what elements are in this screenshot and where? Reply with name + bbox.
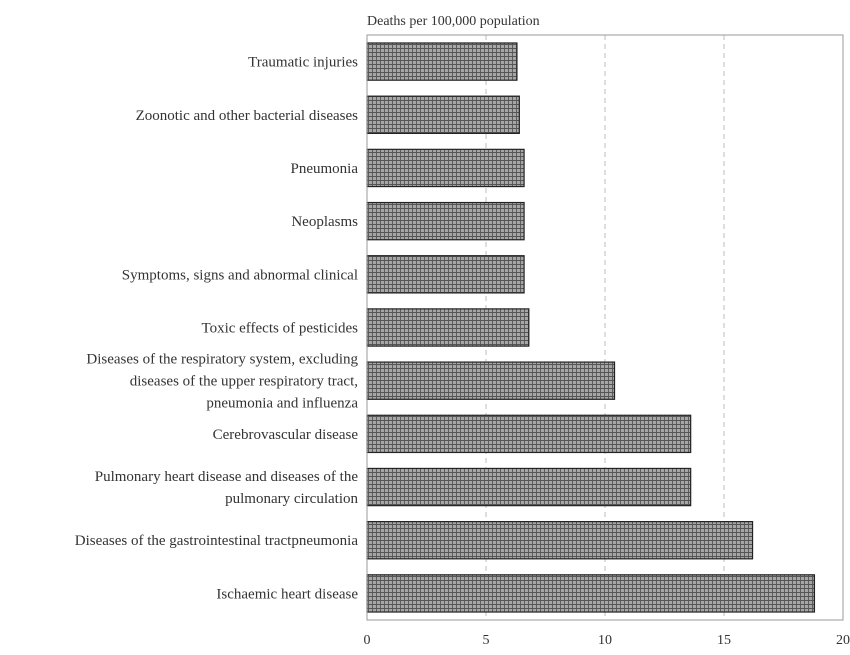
category-label: Diseases of the respiratory system, excl… [86,352,358,412]
bars [367,43,814,612]
category-label-line: Symptoms, signs and abnormal clinical [122,267,358,283]
category-label: Toxic effects of pesticides [201,321,358,337]
x-tick-label: 0 [364,633,371,648]
category-label-line: Diseases of the gastrointestinal tractpn… [75,533,359,549]
category-label-line: Pulmonary heart disease and diseases of … [95,469,359,485]
category-label: Ischaemic heart disease [216,586,358,602]
x-axis-ticks: 0 5 10 15 20 [364,633,850,648]
category-label: Zoonotic and other bacterial diseases [136,108,359,124]
bar [367,149,524,186]
category-label-line: Diseases of the respiratory system, excl… [86,352,358,368]
x-tick-label: 15 [717,633,731,648]
category-label: Traumatic injuries [248,55,358,71]
category-label-line: pneumonia and influenza [206,396,358,412]
category-label-line: Zoonotic and other bacterial diseases [136,108,359,124]
category-label-line: diseases of the upper respiratory tract, [130,374,358,390]
bar [367,522,753,559]
bar [367,575,814,612]
category-label: Neoplasms [291,214,358,230]
bar [367,43,517,80]
category-label-line: Traumatic injuries [248,55,358,71]
category-label-line: Cerebrovascular disease [213,427,359,443]
bar [367,362,615,399]
x-tick-label: 10 [598,633,612,648]
category-label-line: Toxic effects of pesticides [201,321,358,337]
bar [367,96,519,133]
bar [367,203,524,240]
bar [367,256,524,293]
category-labels: Traumatic injuries Zoonotic and other bac… [75,55,359,603]
category-label: Diseases of the gastrointestinal tractpn… [75,533,359,549]
chart-title: Deaths per 100,000 population [367,14,540,29]
category-label: Pneumonia [291,161,359,177]
x-tick-label: 20 [836,633,850,648]
category-label: Symptoms, signs and abnormal clinical [122,267,358,283]
x-tick-label: 5 [483,633,490,648]
bar [367,309,529,346]
category-label-line: Pneumonia [291,161,359,177]
category-label-line: Ischaemic heart disease [216,586,358,602]
category-label-line: Neoplasms [291,214,358,230]
category-label: Pulmonary heart disease and diseases of … [95,469,359,507]
bar [367,415,691,452]
category-label-line: pulmonary circulation [225,491,358,507]
category-label: Cerebrovascular disease [213,427,359,443]
bar [367,468,691,505]
